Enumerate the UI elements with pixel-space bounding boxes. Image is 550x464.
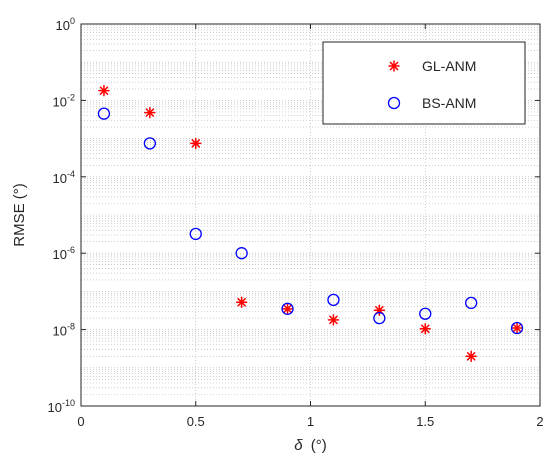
bs-anm-point bbox=[189, 227, 202, 241]
bs-anm-point bbox=[510, 321, 524, 335]
y-tick-label: 10-4 bbox=[53, 169, 75, 186]
bs-anm-point bbox=[327, 293, 340, 307]
legend-label: BS-ANM bbox=[422, 95, 476, 111]
y-tick-label: 10-10 bbox=[48, 398, 75, 415]
gl-anm-point bbox=[327, 314, 340, 326]
bs-anm-point bbox=[281, 302, 294, 315]
gl-anm-point bbox=[419, 323, 431, 335]
legend: GL-ANM BS-ANM bbox=[322, 41, 526, 125]
x-tick-label: 0.5 bbox=[187, 414, 205, 429]
y-tick-label: 10-2 bbox=[53, 92, 75, 109]
y-tick-label: 10-8 bbox=[53, 322, 75, 339]
bs-anm-point bbox=[419, 307, 432, 320]
bs-anm-point bbox=[97, 107, 111, 120]
x-tick-label: 1.5 bbox=[416, 414, 434, 429]
legend-marker-gl-anm bbox=[388, 60, 400, 72]
x-tick-label: 1 bbox=[307, 414, 314, 429]
x-axis-label: δ (°) bbox=[294, 437, 327, 454]
gl-anm-point bbox=[190, 137, 202, 150]
bs-anm-point bbox=[143, 137, 157, 150]
gl-anm-point bbox=[465, 350, 477, 363]
gl-anm-point bbox=[144, 106, 156, 119]
y-axis-label: RMSE (°) bbox=[11, 183, 28, 247]
bs-anm-point bbox=[373, 311, 386, 325]
y-tick-label: 100 bbox=[56, 16, 75, 33]
gl-anm-point bbox=[235, 296, 248, 308]
x-tick-label: 2 bbox=[536, 414, 543, 429]
x-axis-label-unit: (°) bbox=[311, 437, 327, 454]
gl-anm-point bbox=[511, 322, 523, 334]
gl-anm-point bbox=[281, 303, 294, 315]
legend-box bbox=[322, 41, 526, 125]
bs-anm-point bbox=[235, 247, 248, 260]
x-tick-label: 0 bbox=[77, 414, 84, 429]
gl-anm-point bbox=[98, 84, 110, 97]
x-axis-label-symbol: δ bbox=[294, 437, 303, 454]
legend-entries: GL-ANM BS-ANM bbox=[387, 58, 476, 111]
legend-label: GL-ANM bbox=[422, 58, 476, 74]
y-tick-label: 10-6 bbox=[53, 245, 75, 262]
data-marks bbox=[97, 84, 524, 363]
axis-ticks: 0 0.5 1 1.5 2 100 10-2 10-4 10-6 10-8 10-10 bbox=[48, 16, 544, 429]
legend-marker-bs-anm bbox=[387, 96, 401, 110]
bs-anm-point bbox=[464, 296, 478, 310]
